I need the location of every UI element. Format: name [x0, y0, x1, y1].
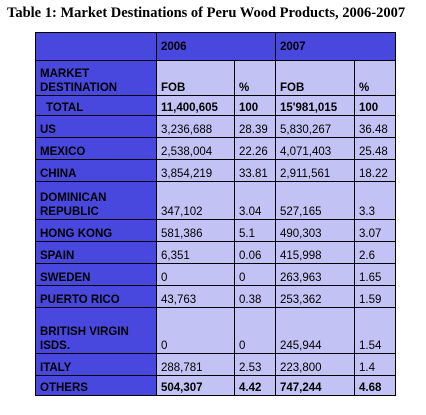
corner-cell: [35, 32, 157, 61]
row-label: SWEDEN: [35, 263, 157, 286]
fob-2007-cell: 263,963: [275, 263, 355, 286]
row-label: ITALY: [35, 353, 157, 376]
pct-2006-cell: 0.06: [234, 241, 276, 264]
table-row: ITALY 288,781 2.53 223,800 1.4: [35, 353, 396, 376]
table-row: CHINA 3,854,219 33.81 2,911,561 18.22: [35, 159, 396, 182]
row-label: SPAIN: [35, 241, 157, 264]
fob-2006-cell: 3,854,219: [156, 159, 235, 182]
fob-2007-header: FOB: [275, 60, 355, 96]
pct-2006-cell: 100: [234, 95, 276, 116]
fob-2007-cell: 490,303: [275, 219, 355, 242]
pct-2006-cell: 4.42: [234, 375, 276, 396]
pct-2007-cell: 1.59: [354, 285, 396, 308]
pct-2007-cell: 100: [354, 95, 396, 116]
fob-2007-cell: 415,998: [275, 241, 355, 264]
others-row: OTHERS 504,307 4.42 747,244 4.68: [35, 375, 396, 396]
fob-2006-header: FOB: [156, 60, 235, 96]
fob-2006-cell: 347,102: [156, 181, 235, 220]
year-header-row: 2006 2007: [35, 32, 396, 61]
pct-2006-cell: 3.04: [234, 181, 276, 220]
pct-2006-header: %: [234, 60, 276, 96]
fob-2007-cell: 527,165: [275, 181, 355, 220]
fob-2007-cell: 253,362: [275, 285, 355, 308]
pct-2007-cell: 36.48: [354, 115, 396, 138]
fob-2006-cell: 2,538,004: [156, 137, 235, 160]
fob-2007-cell: 245,944: [275, 307, 355, 354]
fob-2006-cell: 288,781: [156, 353, 235, 376]
pct-2007-cell: 1.65: [354, 263, 396, 286]
table-row: SPAIN 6,351 0.06 415,998 2.6: [35, 241, 396, 264]
fob-2007-cell: 223,800: [275, 353, 355, 376]
fob-2006-cell: 11,400,605: [156, 95, 235, 116]
table-row: PUERTO RICO 43,763 0.38 253,362 1.59: [35, 285, 396, 308]
fob-2006-cell: 43,763: [156, 285, 235, 308]
row-label: BRITISH VIRGIN ISDS.: [35, 307, 157, 354]
pct-2007-cell: 4.68: [354, 375, 396, 396]
pct-2007-header: %: [354, 60, 396, 96]
column-header-row: MARKET DESTINATION FOB % FOB %: [35, 60, 396, 96]
row-label: MEXICO: [35, 137, 157, 160]
fob-2006-cell: 0: [156, 307, 235, 354]
pct-2006-cell: 0: [234, 307, 276, 354]
pct-2007-cell: 1.4: [354, 353, 396, 376]
row-label: HONG KONG: [35, 219, 157, 242]
pct-2007-cell: 2.6: [354, 241, 396, 264]
fob-2007-cell: 747,244: [275, 375, 355, 396]
year-2007-header: 2007: [275, 32, 396, 61]
fob-2007-cell: 5,830,267: [275, 115, 355, 138]
row-label: PUERTO RICO: [35, 285, 157, 308]
table-row: DOMINICAN REPUBLIC 347,102 3.04 527,165 …: [35, 181, 396, 220]
market-destination-header: MARKET DESTINATION: [35, 60, 157, 96]
row-label: TOTAL: [35, 95, 157, 116]
pct-2006-cell: 5.1: [234, 219, 276, 242]
table-row: BRITISH VIRGIN ISDS. 0 0 245,944 1.54: [35, 307, 396, 354]
table-row: SWEDEN 0 0 263,963 1.65: [35, 263, 396, 286]
table-caption: Table 1: Market Destinations of Peru Woo…: [7, 5, 406, 21]
row-label: DOMINICAN REPUBLIC: [35, 181, 157, 220]
pct-2007-cell: 1.54: [354, 307, 396, 354]
pct-2007-cell: 3.07: [354, 219, 396, 242]
market-destinations-table: 2006 2007 MARKET DESTINATION FOB % FOB %…: [35, 32, 396, 396]
pct-2007-cell: 3.3: [354, 181, 396, 220]
fob-2006-cell: 0: [156, 263, 235, 286]
fob-2006-cell: 6,351: [156, 241, 235, 264]
pct-2006-cell: 0.38: [234, 285, 276, 308]
pct-2007-cell: 18.22: [354, 159, 396, 182]
pct-2006-cell: 28.39: [234, 115, 276, 138]
table-row: HONG KONG 581,386 5.1 490,303 3.07: [35, 219, 396, 242]
pct-2006-cell: 2.53: [234, 353, 276, 376]
pct-2007-cell: 25.48: [354, 137, 396, 160]
row-label: US: [35, 115, 157, 138]
fob-2007-cell: 2,911,561: [275, 159, 355, 182]
table-row: MEXICO 2,538,004 22.26 4,071,403 25.48: [35, 137, 396, 160]
fob-2006-cell: 504,307: [156, 375, 235, 396]
fob-2006-cell: 3,236,688: [156, 115, 235, 138]
year-2006-header: 2006: [156, 32, 276, 61]
pct-2006-cell: 0: [234, 263, 276, 286]
row-label: OTHERS: [35, 375, 157, 396]
fob-2007-cell: 15'981,015: [275, 95, 355, 116]
table-row: US 3,236,688 28.39 5,830,267 36.48: [35, 115, 396, 138]
pct-2006-cell: 33.81: [234, 159, 276, 182]
row-label: CHINA: [35, 159, 157, 182]
fob-2006-cell: 581,386: [156, 219, 235, 242]
total-row: TOTAL 11,400,605 100 15'981,015 100: [35, 95, 396, 116]
fob-2007-cell: 4,071,403: [275, 137, 355, 160]
pct-2006-cell: 22.26: [234, 137, 276, 160]
